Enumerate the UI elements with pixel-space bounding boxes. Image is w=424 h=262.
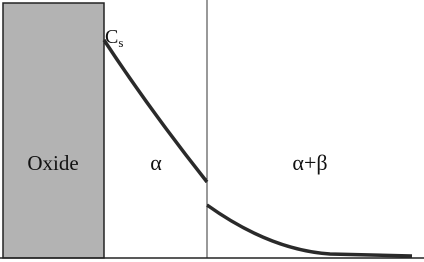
subscript: s xyxy=(118,35,123,50)
oxide-label: Oxide xyxy=(27,151,78,175)
surface-concentration-label: Cs xyxy=(105,26,123,50)
alpha-profile xyxy=(102,39,209,184)
symbol: C xyxy=(105,26,118,48)
alpha-beta-label: α+β xyxy=(292,150,327,175)
oxide-layer xyxy=(2,2,105,259)
alpha-label: α xyxy=(150,150,162,175)
alpha-beta-profile xyxy=(205,203,413,258)
